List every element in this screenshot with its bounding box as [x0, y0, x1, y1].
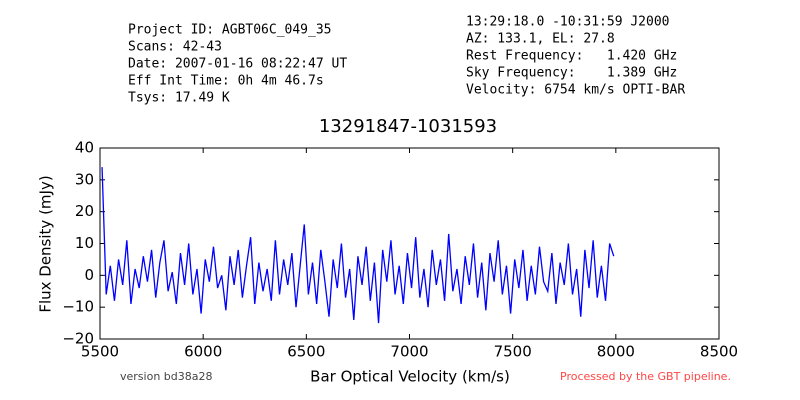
- y-axis-label: Flux Density (mJy): [37, 175, 55, 312]
- header-line: Sky Frequency: 1.389 GHz: [466, 66, 677, 81]
- header-line: Rest Frequency: 1.420 GHz: [466, 49, 677, 64]
- x-tick-label: 6000: [184, 343, 222, 361]
- y-tick-label: −20: [62, 330, 94, 348]
- y-tick-label: 40: [75, 139, 94, 157]
- x-tick-label: 7000: [390, 343, 428, 361]
- plot-frame: [99, 147, 720, 340]
- y-tick-label: 20: [75, 202, 94, 220]
- header-line: AZ: 133.1, EL: 27.8: [466, 32, 615, 47]
- y-tick-label: 0: [84, 266, 94, 284]
- x-axis-label: Bar Optical Velocity (km/s): [310, 368, 510, 386]
- header-line: Project ID: AGBT06C_049_35: [128, 23, 332, 38]
- header-line: Date: 2007-01-16 08:22:47 UT: [128, 57, 347, 72]
- header-line: Velocity: 6754 km/s OPTI-BAR: [466, 83, 685, 98]
- y-tick-label: −10: [62, 298, 94, 316]
- pipeline-note: Processed by the GBT pipeline.: [560, 370, 731, 383]
- x-tick-label: 8000: [597, 343, 635, 361]
- spectrum-line: [101, 167, 615, 324]
- y-tick-label: 30: [75, 170, 94, 188]
- header-line: Tsys: 17.49 K: [128, 91, 230, 106]
- version-note: version bd38a28: [120, 370, 213, 383]
- header-line: Eff Int Time: 0h 4m 46.7s: [128, 74, 324, 89]
- x-tick-label: 8500: [700, 343, 738, 361]
- x-tick-label: 6500: [287, 343, 325, 361]
- x-tick-label: 5500: [81, 343, 119, 361]
- chart-title: 13291847-1031593: [319, 116, 497, 137]
- header-line: Scans: 42-43: [128, 40, 222, 55]
- header-line: 13:29:18.0 -10:31:59 J2000: [466, 15, 670, 30]
- x-tick-label: 7500: [494, 343, 532, 361]
- y-tick-label: 10: [75, 234, 94, 252]
